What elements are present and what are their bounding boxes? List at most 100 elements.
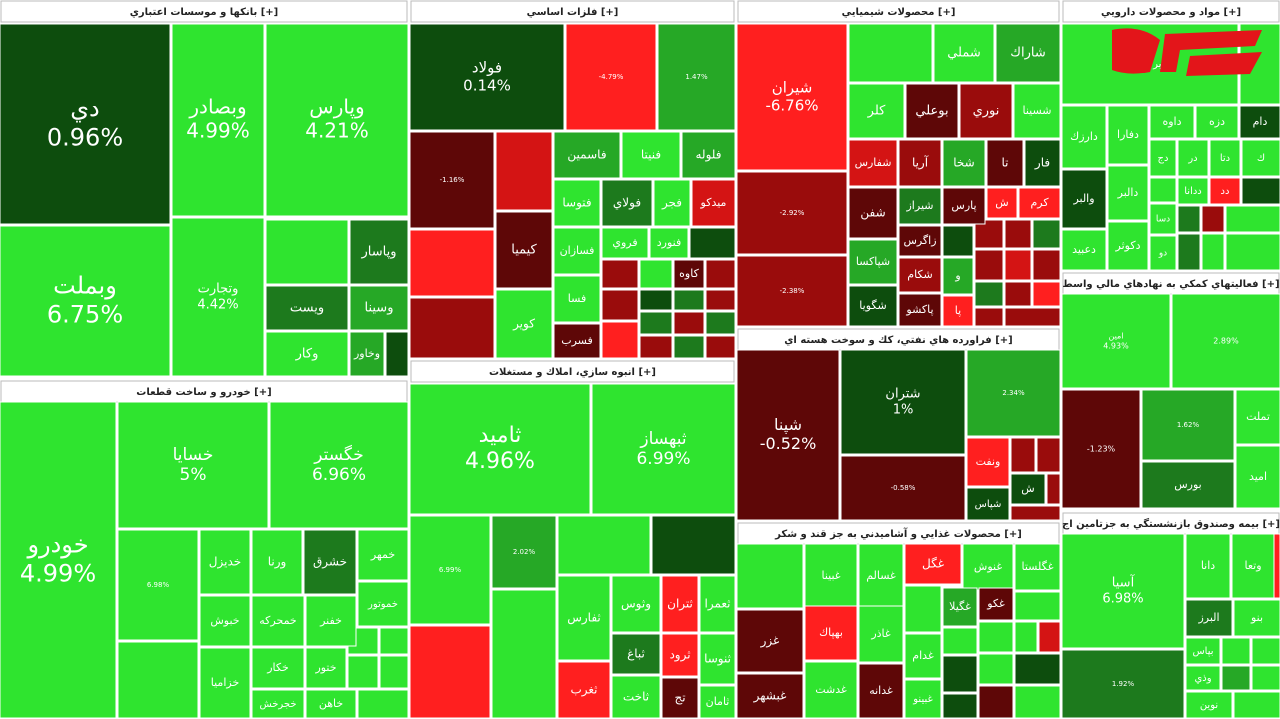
tile [305, 595, 357, 647]
tile-symbol: ش [995, 196, 1008, 209]
tile-symbol: ويست [290, 301, 324, 316]
tile [357, 581, 409, 627]
tile [1185, 533, 1231, 599]
tile [1061, 229, 1107, 271]
tile-symbol: خشرق [313, 555, 347, 570]
tile [1010, 505, 1061, 521]
tile [251, 529, 303, 595]
tile-symbol: اميد [1249, 470, 1267, 483]
tile [1273, 533, 1280, 599]
tile [736, 255, 848, 327]
tile [986, 187, 1018, 219]
tile-symbol: خمهر [370, 548, 395, 561]
tile [553, 275, 601, 323]
tile [1032, 249, 1061, 281]
tile [347, 655, 379, 689]
tile-symbol: فولاي [613, 196, 641, 211]
tile [691, 179, 736, 227]
tile-symbol: فولاد [472, 59, 502, 77]
tile-symbol: فتوسا [562, 196, 591, 211]
tile [974, 281, 1004, 307]
tile-symbol: فروي [612, 236, 637, 249]
sector: انبوه سازي، املاك و مستغلات [+] ثاميد4.96… [409, 360, 736, 719]
tile [171, 217, 265, 377]
tile [1239, 105, 1280, 139]
tile-change: 6.99% [636, 449, 690, 469]
tile [1004, 219, 1032, 249]
tile-symbol: غگلستا [1022, 560, 1054, 573]
sector: فعاليتهاي كمكي به نهادهاي مالي واسط [+] ا… [1061, 272, 1280, 509]
tile-symbol: تج [674, 691, 685, 705]
tile [1014, 621, 1038, 653]
tile-change: -2.38% [780, 287, 805, 295]
tile [1195, 105, 1239, 139]
tile [1061, 169, 1107, 229]
tile [898, 257, 942, 293]
tile [639, 311, 673, 335]
tile [978, 685, 1014, 719]
tile [557, 661, 611, 719]
tile [736, 543, 804, 609]
tile-symbol: تا [1002, 156, 1009, 170]
sector: بيمه وصندوق بازنشستگي به جزتامين اج [+] آ… [1061, 512, 1280, 719]
tile [804, 661, 858, 719]
tile [553, 131, 621, 179]
tile-symbol: ميدكو [700, 196, 727, 209]
tile [848, 139, 898, 187]
tile-symbol: شگويا [859, 299, 886, 312]
tile [986, 139, 1024, 187]
tile [0, 23, 171, 225]
tile [409, 23, 565, 131]
tile [904, 633, 942, 679]
tile [1235, 445, 1280, 509]
sector-title: محصولات غذايي و آشاميدني به جز قند و شكر… [774, 527, 1022, 540]
tile-symbol: فنيتا [641, 148, 661, 162]
tile-symbol: والبر [1072, 192, 1094, 205]
tile [942, 627, 978, 655]
tile [1032, 281, 1061, 307]
tile-change: 1.47% [685, 73, 708, 81]
tile [1149, 139, 1177, 177]
tile-change: 4.96% [465, 449, 535, 474]
sector-title: بانکها و موسسات اعتباري [+] [130, 7, 279, 18]
tile [673, 311, 705, 335]
tile [1018, 187, 1061, 219]
tile-symbol: خگستر [313, 444, 364, 465]
tile-symbol: شپاس [975, 499, 1002, 510]
tile [1233, 691, 1280, 719]
tile-change: 6.99% [439, 566, 462, 574]
tile [1177, 139, 1209, 177]
sector-header [410, 0, 735, 23]
sector-title: فعاليتهاي كمكي به نهادهاي مالي واسط [+] [1062, 279, 1279, 290]
tile-symbol: بوعلي [915, 104, 948, 119]
tile [379, 627, 409, 655]
tile-symbol: غسالم [866, 569, 896, 582]
tile [303, 529, 357, 595]
tile-change: -1.23% [1087, 445, 1116, 454]
tile [495, 289, 553, 359]
tile [966, 437, 1010, 487]
tile [601, 321, 639, 359]
tile-symbol: غدام [912, 649, 934, 662]
tile-change: 2.34% [1002, 389, 1025, 397]
tile-symbol: خموتور [367, 599, 398, 610]
tile-symbol: ثعمرا [704, 597, 730, 612]
tile-symbol: وپاسار [361, 245, 397, 260]
tile-symbol: خمحركه [259, 614, 296, 627]
tile [0, 225, 171, 377]
tile [495, 131, 553, 211]
sector-title: بيمه وصندوق بازنشستگي به جزتامين اج [+] [1062, 517, 1280, 530]
tile-symbol: ثاخت [623, 690, 649, 704]
tile [942, 139, 986, 187]
tile [601, 289, 639, 321]
tile-symbol: خكار [266, 661, 289, 674]
tile [736, 349, 840, 521]
tile [898, 139, 942, 187]
tile [611, 633, 661, 675]
tile-symbol: دالبر [1117, 186, 1139, 199]
tile [1225, 205, 1280, 233]
tile [1010, 437, 1036, 473]
tile [1061, 649, 1185, 719]
tile [858, 605, 904, 663]
